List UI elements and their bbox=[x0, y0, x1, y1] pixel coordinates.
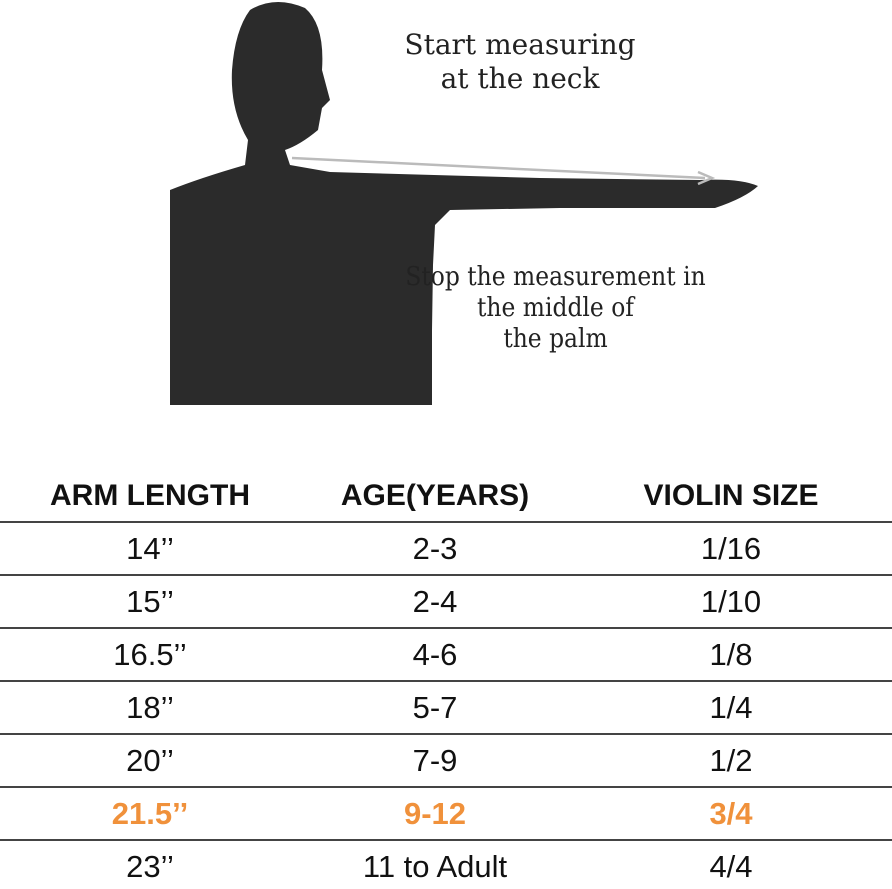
violin-size-cell: 3/4 bbox=[570, 787, 892, 841]
violin-size-cell: 1/16 bbox=[570, 522, 892, 576]
violin-size-cell: 1/2 bbox=[570, 734, 892, 788]
person-silhouette-illustration bbox=[170, 1, 758, 405]
table-row: 15’’ 2-4 1/10 bbox=[0, 575, 892, 629]
table-row: 16.5’’ 4-6 1/8 bbox=[0, 628, 892, 682]
table-row: 20’’ 7-9 1/2 bbox=[0, 734, 892, 788]
arm-length-cell: 16.5’’ bbox=[0, 628, 300, 682]
table-row: 23’’ 11 to Adult 4/4 bbox=[0, 840, 892, 889]
violin-size-cell: 1/10 bbox=[570, 575, 892, 629]
age-cell: 2-4 bbox=[300, 575, 570, 629]
arm-length-cell: 14’’ bbox=[0, 522, 300, 576]
note-line: the palm bbox=[503, 324, 608, 355]
measure-arrow bbox=[291, 156, 706, 180]
header-violin-size: VIOLIN SIZE bbox=[570, 470, 892, 523]
arm-length-cell: 21.5’’ bbox=[0, 787, 300, 841]
violin-size-cell: 1/8 bbox=[570, 628, 892, 682]
note-line: Stop the measurement in bbox=[405, 262, 706, 292]
age-cell: 4-6 bbox=[300, 628, 570, 682]
age-cell: 11 to Adult bbox=[300, 840, 570, 889]
silhouette bbox=[170, 1, 758, 405]
age-cell: 5-7 bbox=[300, 681, 570, 735]
violin-size-cell: 1/4 bbox=[570, 681, 892, 735]
note-line: at the neck bbox=[440, 61, 600, 95]
start-measuring-note: Start measuring at the neck bbox=[360, 28, 680, 95]
arm-length-cell: 18’’ bbox=[0, 681, 300, 735]
age-cell: 9-12 bbox=[300, 787, 570, 841]
arm-length-cell: 23’’ bbox=[0, 840, 300, 889]
note-line: Start measuring bbox=[404, 28, 636, 61]
table-header-row: ARM LENGTH AGE(YEARS) VIOLIN SIZE bbox=[0, 470, 892, 523]
age-cell: 2-3 bbox=[300, 522, 570, 576]
arrow-head bbox=[697, 170, 716, 186]
table-row: 21.5’’ 9-12 3/4 bbox=[0, 787, 892, 841]
note-line: the middle of bbox=[477, 293, 634, 324]
table-row: 14’’ 2-3 1/16 bbox=[0, 522, 892, 576]
header-arm-length: ARM LENGTH bbox=[0, 470, 300, 523]
size-table: ARM LENGTH AGE(YEARS) VIOLIN SIZE 14’’ 2-… bbox=[0, 470, 892, 889]
stop-measuring-note: Stop the measurement in the middle of th… bbox=[380, 262, 731, 356]
age-cell: 7-9 bbox=[300, 734, 570, 788]
violin-size-cell: 4/4 bbox=[570, 840, 892, 889]
arm-length-cell: 15’’ bbox=[0, 575, 300, 629]
header-age: AGE(YEARS) bbox=[300, 470, 570, 523]
table-row: 18’’ 5-7 1/4 bbox=[0, 681, 892, 735]
arm-length-cell: 20’’ bbox=[0, 734, 300, 788]
